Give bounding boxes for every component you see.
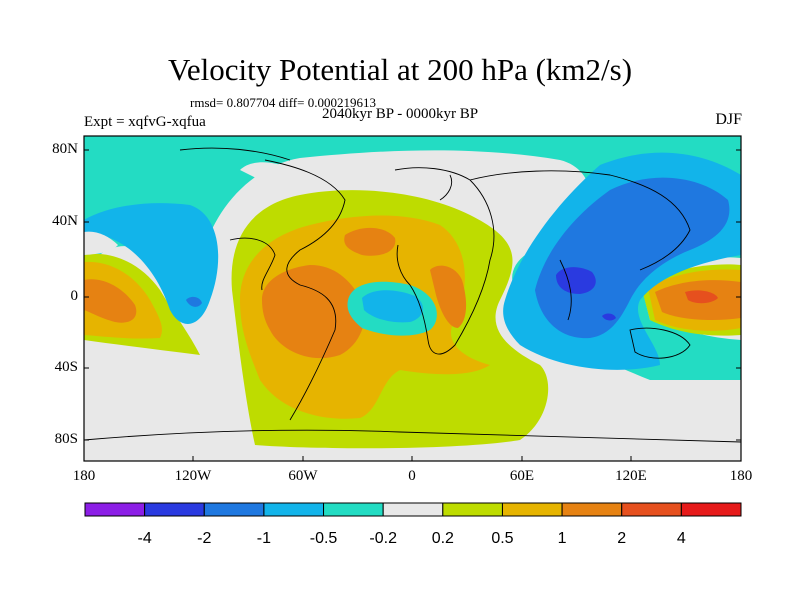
axis-ticks <box>83 149 742 461</box>
lat-tick-80n: 80N <box>52 141 78 157</box>
season-label: DJF <box>715 111 742 128</box>
colorbar-box <box>144 502 205 517</box>
lon-tick-120w: 120W <box>174 468 212 484</box>
colorbar-label: 0.2 <box>432 530 454 547</box>
colorbar-box <box>442 502 503 517</box>
lon-tick-180e: 180 <box>729 468 753 484</box>
region-strong-neg-asia-2 <box>602 313 616 321</box>
colorbar-label: -0.5 <box>310 530 338 547</box>
colorbar-label: 1 <box>558 530 567 547</box>
colorbar-box <box>84 502 146 517</box>
lat-tick-40s: 40S <box>54 359 78 375</box>
colorbar-label: -0.2 <box>369 530 397 547</box>
region-one-to-two-pacific <box>84 279 137 323</box>
colorbar-box <box>621 502 682 517</box>
map-title: Velocity Potential at 200 hPa (km2/s) <box>167 52 633 87</box>
region-one-to-two <box>262 265 365 359</box>
lon-tick-60w: 60W <box>288 468 318 484</box>
lon-tick-180w: 180 <box>72 468 96 484</box>
lat-tick-40n: 40N <box>52 213 78 229</box>
colorbar-box <box>680 502 742 517</box>
experiment-label: Expt = xqfvG-xqfua <box>84 114 206 130</box>
colorbar-label: 4 <box>677 530 686 547</box>
lon-tick-60e: 60E <box>509 468 535 484</box>
region-neutral-ocean-ring <box>84 231 118 255</box>
region-one-to-two-atl <box>344 227 396 256</box>
colorbar-label: -2 <box>197 530 211 547</box>
region-neutral-north <box>240 162 294 185</box>
lon-tick-0: 0 <box>408 468 416 484</box>
lat-tick-80s: 80S <box>54 431 78 447</box>
colorbar-box <box>561 502 623 517</box>
region-neg-atlantic-core <box>362 290 423 323</box>
colorbar-label: 2 <box>617 530 626 547</box>
stats-line: rmsd= 0.807704 diff= 0.000219613 <box>190 95 376 110</box>
colorbar-box <box>501 502 563 517</box>
region-one-to-two-africa <box>430 265 467 328</box>
colorbar-box <box>382 502 444 517</box>
colorbar-label: 0.5 <box>491 530 513 547</box>
region-two-to-four-east <box>685 290 718 304</box>
region-neg-asia-core <box>535 177 730 339</box>
region-neg-pacific-core <box>186 296 202 307</box>
period-label: 2040kyr BP - 0000kyr BP <box>322 106 479 122</box>
colorbar-label: -4 <box>138 530 152 547</box>
colorbar-box <box>323 502 384 517</box>
colorbar-box <box>263 502 325 517</box>
contour-field <box>84 136 741 461</box>
region-neg-pacific <box>84 203 219 324</box>
lon-tick-120e: 120E <box>615 468 647 484</box>
lat-tick-0: 0 <box>70 288 79 304</box>
colorbar-label: -1 <box>257 530 271 547</box>
colorbar-box <box>203 502 265 517</box>
